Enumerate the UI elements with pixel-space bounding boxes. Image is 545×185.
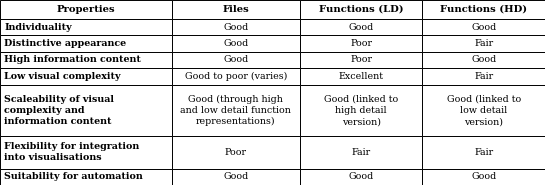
Text: Poor: Poor (350, 39, 372, 48)
Bar (0, 0, 172, 19)
Text: Good: Good (471, 172, 496, 181)
Bar (422, 85, 545, 136)
Text: Good (linked to
high detail
version): Good (linked to high detail version) (324, 95, 398, 126)
Bar (422, 35, 545, 52)
Bar (172, 19, 300, 35)
Text: Excellent: Excellent (338, 72, 384, 81)
Text: Good (linked to
low detail
version): Good (linked to low detail version) (446, 95, 521, 126)
Bar (172, 35, 300, 52)
Text: Good: Good (223, 39, 249, 48)
Text: Good to poor (varies): Good to poor (varies) (185, 72, 287, 81)
Text: Scaleability of visual
complexity and
information content: Scaleability of visual complexity and in… (4, 95, 114, 126)
Bar (172, 52, 300, 68)
Bar (0, 35, 172, 52)
Text: Poor: Poor (350, 55, 372, 64)
Bar (422, 136, 545, 169)
Bar (172, 68, 300, 85)
Bar (300, 0, 422, 19)
Bar (0, 169, 172, 185)
Bar (300, 68, 422, 85)
Bar (422, 0, 545, 19)
Text: Poor: Poor (225, 148, 247, 157)
Text: Functions (HD): Functions (HD) (440, 5, 527, 14)
Text: Good: Good (223, 55, 249, 64)
Text: Files: Files (222, 5, 249, 14)
Bar (172, 0, 300, 19)
Text: Good: Good (471, 55, 496, 64)
Text: Fair: Fair (474, 39, 493, 48)
Bar (172, 85, 300, 136)
Bar (300, 169, 422, 185)
Bar (0, 52, 172, 68)
Text: Fair: Fair (352, 148, 371, 157)
Text: Low visual complexity: Low visual complexity (4, 72, 121, 81)
Text: Fair: Fair (474, 72, 493, 81)
Bar (0, 19, 172, 35)
Bar (0, 68, 172, 85)
Bar (0, 136, 172, 169)
Bar (172, 136, 300, 169)
Bar (300, 35, 422, 52)
Text: Good: Good (348, 172, 374, 181)
Bar (422, 68, 545, 85)
Text: High information content: High information content (4, 55, 141, 64)
Text: Flexibility for integration
into visualisations: Flexibility for integration into visuali… (4, 142, 140, 162)
Text: Properties: Properties (57, 5, 115, 14)
Bar (300, 85, 422, 136)
Text: Good: Good (223, 23, 249, 31)
Text: Suitability for automation: Suitability for automation (4, 172, 143, 181)
Bar (300, 136, 422, 169)
Text: Distinctive appearance: Distinctive appearance (4, 39, 126, 48)
Text: Fair: Fair (474, 148, 493, 157)
Text: Good: Good (223, 172, 249, 181)
Bar (172, 169, 300, 185)
Text: Individuality: Individuality (4, 23, 72, 31)
Bar (300, 19, 422, 35)
Text: Good: Good (348, 23, 374, 31)
Text: Functions (LD): Functions (LD) (319, 5, 403, 14)
Bar (422, 19, 545, 35)
Text: Good: Good (471, 23, 496, 31)
Bar (0, 85, 172, 136)
Bar (422, 52, 545, 68)
Bar (300, 52, 422, 68)
Bar (422, 169, 545, 185)
Text: Good (through high
and low detail function
representations): Good (through high and low detail functi… (180, 95, 291, 126)
